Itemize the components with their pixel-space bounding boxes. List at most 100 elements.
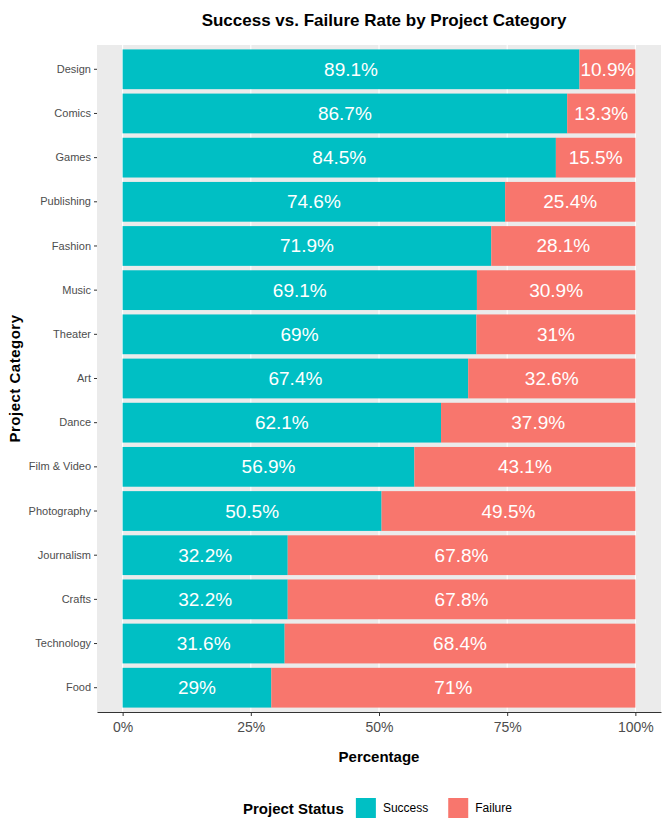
bar-segment (123, 49, 580, 89)
bar-segment (382, 491, 636, 531)
data-label: 86.7% (318, 103, 372, 124)
bar-segment (288, 535, 636, 575)
y-tick-mark (94, 69, 97, 70)
data-label: 25.4% (543, 191, 597, 212)
y-tick-mark (94, 334, 97, 335)
y-tick: Publishing (40, 195, 97, 207)
data-label: 69.1% (273, 280, 327, 301)
x-tick-label: 75% (494, 719, 522, 735)
data-label: 37.9% (511, 412, 565, 433)
x-tick-label: 50% (365, 719, 393, 735)
y-tick: Theater (53, 328, 97, 340)
x-tick-label: 0% (113, 719, 133, 735)
data-label: 84.5% (312, 147, 366, 168)
data-label: 50.5% (225, 501, 279, 522)
y-tick: Dance (59, 416, 97, 428)
y-tick-mark (94, 201, 97, 202)
x-tick-label: 100% (618, 719, 654, 735)
bars (123, 49, 636, 707)
y-tick-mark (94, 599, 97, 600)
data-label: 69% (281, 324, 319, 345)
data-label: 67.8% (435, 545, 489, 566)
legend-swatch (356, 798, 376, 818)
bar-segment (123, 624, 285, 664)
y-tick-label: Crafts (62, 593, 92, 605)
x-tick-label: 25% (237, 719, 265, 735)
y-tick-mark (94, 157, 97, 158)
y-tick: Film & Video (29, 460, 97, 472)
bar-segment (123, 138, 556, 178)
bar-segment (288, 579, 636, 619)
y-tick: Fashion (52, 240, 97, 252)
y-tick: Art (77, 372, 97, 384)
y-tick-label: Photography (29, 505, 92, 517)
y-tick-label: Art (77, 372, 91, 384)
y-tick-mark (94, 113, 97, 114)
bar-segment (123, 668, 272, 708)
data-label: 68.4% (433, 633, 487, 654)
data-label: 32.2% (178, 589, 232, 610)
bar-segment (414, 447, 635, 487)
x-tick: 0% (113, 712, 133, 735)
y-tick: Games (56, 151, 97, 163)
x-tick-mark (251, 712, 252, 716)
x-axis: 0% 25% 50% 75% 100% (98, 712, 662, 735)
bar-segment (123, 94, 568, 134)
y-tick-mark (94, 687, 97, 688)
data-label: 89.1% (324, 59, 378, 80)
y-tick: Technology (35, 637, 97, 649)
y-axis-title: Project Category (6, 314, 23, 442)
bar-segment (505, 182, 635, 222)
bar-segment (123, 491, 382, 531)
y-tick-mark (94, 422, 97, 423)
bar-segment (491, 226, 635, 266)
x-tick-mark (123, 712, 124, 716)
y-tick-mark (94, 466, 97, 467)
data-label: 67.4% (268, 368, 322, 389)
y-tick-label: Fashion (52, 240, 91, 252)
bar-segment (285, 624, 636, 664)
y-tick: Comics (54, 107, 97, 119)
data-label: 71% (434, 677, 472, 698)
data-label: 31% (537, 324, 575, 345)
bar-segment (123, 359, 469, 399)
y-tick-label: Music (62, 284, 91, 296)
y-tick-label: Food (66, 681, 91, 693)
x-tick-mark (635, 712, 636, 716)
legend: Project StatusSuccessFailure (243, 798, 512, 818)
bar-segment (468, 359, 635, 399)
bar-segment (477, 270, 635, 310)
y-tick: Journalism (38, 549, 97, 561)
data-label: 32.6% (525, 368, 579, 389)
y-tick-label: Dance (59, 416, 91, 428)
data-label: 67.8% (435, 589, 489, 610)
y-tick: Design (57, 63, 97, 75)
y-axis: Design Comics Games Publishing Fashion Music T… (29, 63, 97, 693)
bar-segment (123, 403, 441, 443)
bar-segment (271, 668, 635, 708)
y-tick-mark (94, 290, 97, 291)
grid (123, 45, 636, 712)
chart: 89.1%10.9%86.7%13.3%84.5%15.5%74.6%25.4%… (0, 0, 667, 840)
bar-segment (441, 403, 635, 443)
legend-label: Success (383, 801, 428, 815)
x-tick: 75% (494, 712, 522, 735)
data-label: 28.1% (536, 235, 590, 256)
data-label: 71.9% (280, 235, 334, 256)
y-tick-mark (94, 643, 97, 644)
x-tick: 25% (237, 712, 265, 735)
y-tick-mark (94, 378, 97, 379)
y-tick-label: Journalism (38, 549, 91, 561)
y-tick: Crafts (62, 593, 97, 605)
y-tick-label: Comics (54, 107, 91, 119)
plot-background (97, 45, 661, 712)
legend-title: Project Status (243, 800, 344, 817)
y-tick-mark (94, 245, 97, 246)
bar-segment (476, 314, 635, 354)
data-label: 10.9% (580, 59, 634, 80)
bar-segment (123, 314, 477, 354)
y-tick-mark (94, 555, 97, 556)
bar-segment (123, 226, 492, 266)
bar-segment (123, 579, 288, 619)
y-tick-label: Technology (35, 637, 91, 649)
